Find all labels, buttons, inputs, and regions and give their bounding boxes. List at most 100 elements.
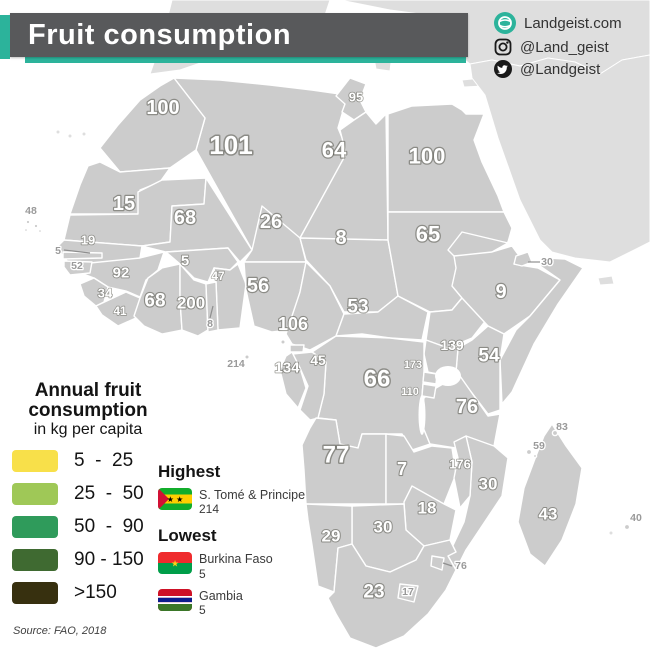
cape-verde-island-dot [33,223,39,229]
value-label-congo: 45 [310,352,326,368]
country-kenya [455,325,505,415]
value-label-eswatini: 76 [455,560,467,572]
map-legend: Annual fruit consumption in kg per capit… [12,380,164,605]
page-title: Fruit consumption [28,18,292,51]
lowest-title: Lowest [158,526,217,546]
togo-leader-line [209,305,214,319]
country-togo [205,281,219,333]
lowest-name-burkina: Burkina Faso [199,552,273,567]
legend-swatch-90-150 [12,549,58,572]
source-credit: Source: FAO, 2018 [13,625,107,637]
value-label-niger: 26 [260,211,282,233]
twitter-handle: @Landgeist [520,60,601,78]
value-label-libya: 64 [322,138,347,163]
legend-label-5-25: 5 - 25 [74,450,134,472]
legend-label-50-90: 50 - 90 [74,516,144,538]
value-label-sudan: 65 [416,222,440,247]
value-label-nigeria: 56 [247,275,269,297]
value-label-togo: 8 [207,318,213,330]
svg-text:★: ★ [171,559,179,569]
value-label-lesotho: 17 [402,586,414,598]
legend-row-3: 50 - 90 [12,516,164,539]
lowest-row-gambia: Gambia 5 [158,588,318,617]
value-label-sierra-leone: 34 [98,286,113,301]
value-label-cameroon: 106 [278,314,308,334]
lakes [418,366,461,435]
value-label-namibia: 29 [322,527,341,546]
gambia-leader-line [63,249,91,254]
instagram-icon [494,38,512,56]
value-label-mauritius: 40 [630,512,642,524]
country-djibouti [513,251,533,267]
arabia-shape [469,54,650,263]
value-label-gambia: 5 [55,245,61,257]
value-label-burundi: 110 [401,386,419,398]
country-somalia [499,257,584,405]
value-label-malawi: 176 [449,457,471,472]
title-underline [25,57,466,63]
socotra-shape [597,275,615,286]
value-label-mozambique: 30 [479,475,498,494]
title-bar: Fruit consumption [10,13,468,57]
svg-text:★ ★: ★ ★ [167,495,184,504]
value-label-ethiopia: 9 [495,281,506,303]
cape-verde-island-dot [25,219,31,225]
lake-tanganyika [418,395,426,435]
value-label-guinea: 92 [113,265,130,282]
country-guinea-bissau [63,260,93,276]
value-label-burkina-faso: 5 [181,253,189,270]
lowest-value-burkina: 5 [199,566,206,581]
cape-verde-island-dot [23,227,29,233]
value-label-rwanda: 173 [404,359,422,371]
country-gambia [62,251,103,260]
website-label: Landgeist.com [524,14,622,32]
eswatini-leader-line [442,562,453,567]
value-label-ghana: 200 [177,294,205,313]
cape-verde-island-dot [37,228,43,234]
title-accent-block [0,15,10,59]
value-label-guinea-bissau: 52 [71,260,83,272]
country-egypt [387,103,505,213]
country-mali [141,177,253,263]
lake-victoria [435,366,461,386]
country-malawi [453,435,473,509]
value-label-zimbabwe: 18 [418,499,437,518]
value-label-mauritania: 15 [113,193,135,215]
canary-island-dot [81,131,87,137]
comoros-island-dot [532,453,538,459]
value-label-car: 53 [347,297,368,318]
branding-block: Landgeist.com @Land_geist @Landgeist [494,12,644,82]
landgeist-logo-icon [494,12,516,34]
instagram-handle: @Land_geist [520,38,609,56]
value-label-egypt: 100 [409,144,446,169]
value-label-senegal: 19 [81,233,95,248]
country-rwanda [422,371,438,385]
value-label-cote-divoire: 68 [144,291,165,312]
country-gabon [279,351,307,409]
highest-value: 214 [199,502,220,517]
country-burundi [421,383,437,399]
country-car [335,295,429,341]
legend-title: Annual fruit consumption [28,380,148,421]
canary-island-dot [55,129,61,135]
mauritius-island-dot [623,523,631,531]
value-label-djibouti: 30 [541,256,553,268]
legend-row-2: 25 - 50 [12,483,164,506]
value-label-tunisia: 95 [349,90,363,105]
country-madagascar [517,423,583,567]
legend-label-over-150: >150 [74,582,117,604]
gambia-flag [158,588,192,611]
value-label-sao-tome: 214 [227,358,245,370]
legend-swatch-25-50 [12,483,58,506]
value-label-mali: 68 [174,207,196,229]
highest-row: ★ ★ S. Tomé & Principe 214 [158,488,318,516]
value-label-botswana: 30 [374,518,393,537]
country-lesotho [397,583,419,603]
country-ghana [179,263,209,337]
comoros-island-dot [525,448,533,456]
value-label-seychelles: 83 [556,421,568,433]
legend-label-25-50: 25 - 50 [74,483,144,505]
